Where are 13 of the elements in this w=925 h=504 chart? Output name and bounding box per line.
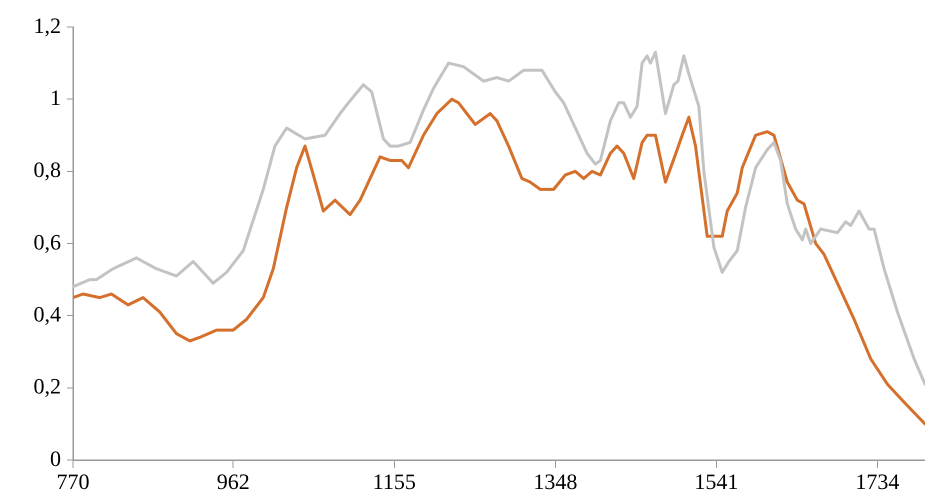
- y-tick-label: 0,2: [34, 374, 61, 399]
- y-tick-label: 0,6: [34, 229, 61, 254]
- x-tick-label: 1541: [694, 468, 738, 494]
- y-tick-label: 1,2: [34, 12, 61, 38]
- x-tick-label: 1734: [855, 468, 900, 494]
- x-tick-label: 1155: [372, 468, 416, 494]
- y-tick-label: 1: [50, 84, 61, 110]
- x-tick-label: 962: [216, 468, 250, 494]
- y-tick-label: 0,4: [34, 301, 61, 326]
- y-tick-label: 0,8: [34, 157, 61, 182]
- y-tick-label: 0: [50, 446, 61, 471]
- x-tick-label: 1348: [533, 468, 578, 494]
- x-tick-label: 770: [56, 468, 90, 494]
